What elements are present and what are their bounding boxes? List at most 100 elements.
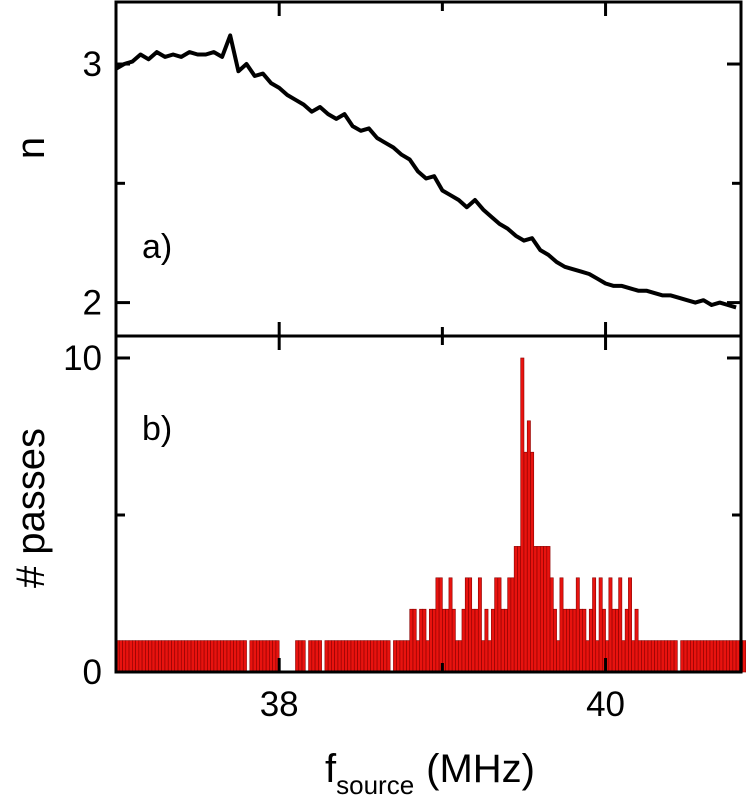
histogram-bar-141 [575,577,580,673]
histogram-bar-161 [641,640,646,673]
histogram-bar-114 [487,640,492,673]
histogram-bar-27 [203,640,208,673]
histogram-bar-152 [611,608,616,673]
panel-a-ylabel: n [9,137,53,159]
histogram-bar-182 [709,640,714,673]
histogram-bar-177 [693,640,698,673]
histogram-bar-68 [337,640,342,673]
histogram-bar-128 [533,546,538,673]
histogram-bar-145 [588,608,593,673]
x-axis-title: fsource (MHz) [325,747,535,800]
histogram-bar-83 [386,640,391,673]
histogram-bar-96 [429,608,433,673]
histogram-bar-138 [566,608,570,673]
histogram-bar-31 [216,640,221,673]
histogram-bar-66 [331,640,335,673]
histogram-bar-164 [650,640,655,673]
histogram-bars [115,357,746,673]
panel-b-frame [114,334,743,674]
histogram-bar-28 [207,640,211,673]
histogram-bar-35 [229,640,234,673]
histogram-bar-171 [673,640,678,673]
histogram-bar-101 [445,608,450,673]
histogram-bar-148 [598,577,603,673]
histogram-bar-79 [373,640,378,673]
histogram-bar-181 [706,640,711,673]
histogram-bar-98 [435,577,440,673]
histogram-bar-116 [494,577,499,673]
histogram-bar-174 [683,640,688,673]
histogram-bar-11 [151,640,156,673]
histogram-bar-173 [680,640,685,673]
histogram-bar-69 [340,640,345,673]
histogram-bar-178 [696,640,701,673]
histogram-bar-71 [347,640,352,673]
histogram-bar-133 [549,577,554,673]
panel-b-ytick-label-0: 0 [83,653,102,692]
panel-b-ylabel: # passes [9,428,53,588]
histogram-bar-85 [393,640,397,673]
histogram-bar-105 [458,640,463,673]
histogram-bar-8 [141,640,146,673]
histogram-bar-166 [657,640,662,673]
histogram-bar-139 [569,608,574,673]
histogram-bar-102 [448,577,453,673]
histogram-bar-32 [220,640,225,673]
histogram-bar-23 [190,640,195,673]
panel-a-label: a) [142,228,172,266]
x-axis-title-subscript: source [336,770,414,800]
histogram-bar-159 [634,608,639,673]
histogram-bar-143 [582,608,587,673]
histogram-bar-111 [477,577,482,673]
histogram-bar-160 [637,640,642,673]
histogram-bar-136 [559,577,564,673]
histogram-bar-165 [654,640,659,673]
histogram-bar-187 [726,640,730,673]
histogram-bar-14 [161,640,166,673]
histogram-bar-179 [699,640,704,673]
histogram-bar-91 [412,608,417,673]
histogram-bar-127 [530,451,535,673]
histogram-bar-113 [484,608,489,673]
histogram-bar-162 [644,640,649,673]
histogram-bar-121 [510,577,515,673]
histogram-bar-188 [729,640,734,673]
histogram-bar-7 [138,640,143,673]
histogram-bar-45 [262,640,267,673]
histogram-bar-97 [432,608,437,673]
histogram-bar-44 [259,640,264,673]
histogram-bar-153 [615,608,619,673]
refractive-index-line [114,33,737,310]
histogram-bar-124 [520,357,525,673]
panel-b-xtick-label-38: 38 [260,685,299,724]
histogram-bar-89 [406,640,411,673]
histogram-bar-75 [360,640,365,673]
histogram-bar-186 [722,640,727,673]
histogram-bar-131 [543,546,548,673]
histogram-bar-167 [660,640,665,673]
histogram-bar-175 [686,640,691,673]
histogram-bar-192 [742,640,746,673]
histogram-bar-12 [154,640,159,673]
histogram-bar-22 [187,640,192,673]
panel-b-ytick-labels: 0 10 [63,339,102,692]
histogram-bar-108 [468,577,473,673]
histogram-bar-119 [504,608,508,673]
x-axis-title-main: f [325,747,337,791]
histogram-bar-151 [608,577,613,673]
histogram-bar-146 [592,577,597,673]
histogram-bar-81 [380,640,384,673]
histogram-bar-112 [481,640,486,673]
histogram-bar-180 [703,640,708,673]
histogram-bar-109 [471,608,476,673]
panel-b: 0 10 38 40 # passes b) fsource (MHz) [9,334,746,800]
histogram-bar-87 [399,640,404,673]
histogram-bar-154 [618,577,623,673]
histogram-bar-37 [236,640,241,673]
panel-a-ytick-label-3: 3 [83,45,102,84]
histogram-bar-147 [595,640,600,673]
histogram-bar-99 [438,577,443,673]
histogram-bar-61 [314,640,319,673]
histogram-bar-29 [210,640,215,673]
